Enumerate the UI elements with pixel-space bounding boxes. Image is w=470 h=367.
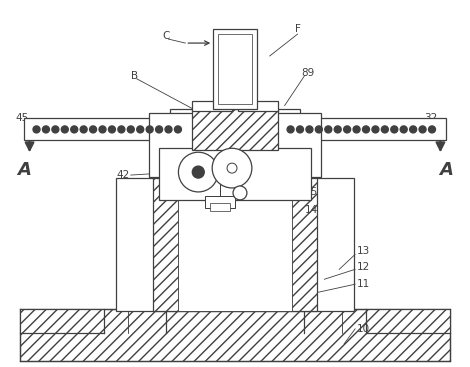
Bar (20, 309, 104, 333)
Circle shape (174, 126, 181, 133)
Bar (205, 196, 235, 208)
Circle shape (306, 126, 313, 133)
Bar (210, 203, 230, 211)
Circle shape (179, 152, 218, 192)
Text: 15: 15 (305, 187, 318, 197)
Circle shape (400, 126, 407, 133)
Bar (149, 113, 198, 177)
Circle shape (334, 126, 341, 133)
Circle shape (137, 126, 144, 133)
Text: 10: 10 (357, 324, 370, 334)
Circle shape (192, 166, 204, 178)
Text: 89: 89 (301, 68, 315, 78)
Circle shape (42, 126, 49, 133)
Text: A: A (439, 161, 454, 179)
Bar (238, 101, 278, 110)
Circle shape (146, 126, 153, 133)
Circle shape (315, 126, 322, 133)
Text: A: A (16, 161, 31, 179)
Bar (366, 309, 450, 333)
Circle shape (227, 163, 237, 173)
Circle shape (419, 126, 426, 133)
Bar (278, 119, 446, 140)
Circle shape (99, 126, 106, 133)
Circle shape (165, 126, 172, 133)
Circle shape (353, 126, 360, 133)
Circle shape (156, 126, 163, 133)
Bar (24, 119, 192, 140)
Text: C: C (185, 213, 193, 223)
Circle shape (127, 126, 134, 133)
Text: B: B (131, 71, 138, 81)
Bar (192, 109, 278, 150)
Bar (158, 148, 312, 200)
Circle shape (80, 126, 87, 133)
Bar (366, 309, 450, 333)
Text: C: C (163, 31, 170, 41)
Circle shape (233, 186, 247, 200)
Bar (213, 29, 257, 109)
Bar (171, 109, 299, 148)
Circle shape (344, 126, 351, 133)
Text: 42: 42 (117, 170, 130, 180)
Bar (218, 34, 252, 103)
Circle shape (109, 126, 116, 133)
Bar (175, 113, 295, 143)
Bar (116, 178, 354, 311)
Text: 45: 45 (16, 113, 29, 124)
Bar (153, 178, 317, 311)
Text: 13: 13 (357, 247, 370, 257)
Bar (192, 101, 232, 110)
Circle shape (212, 148, 252, 188)
Bar (104, 309, 366, 361)
Circle shape (71, 126, 78, 133)
Text: 20: 20 (305, 160, 318, 170)
Circle shape (297, 126, 304, 133)
Circle shape (325, 126, 332, 133)
Circle shape (410, 126, 416, 133)
Circle shape (381, 126, 388, 133)
Text: 32: 32 (424, 113, 438, 124)
Circle shape (90, 126, 96, 133)
Circle shape (61, 126, 68, 133)
Text: F: F (295, 24, 300, 34)
Circle shape (372, 126, 379, 133)
Circle shape (429, 126, 436, 133)
Bar (179, 178, 291, 311)
Bar (20, 309, 450, 361)
Text: 14: 14 (305, 205, 318, 215)
Bar (20, 309, 104, 333)
Circle shape (118, 126, 125, 133)
Text: 12: 12 (357, 262, 370, 272)
Circle shape (391, 126, 398, 133)
Text: 11: 11 (357, 279, 370, 289)
Circle shape (362, 126, 369, 133)
Circle shape (33, 126, 40, 133)
Circle shape (287, 126, 294, 133)
Circle shape (52, 126, 59, 133)
Bar (272, 113, 321, 177)
